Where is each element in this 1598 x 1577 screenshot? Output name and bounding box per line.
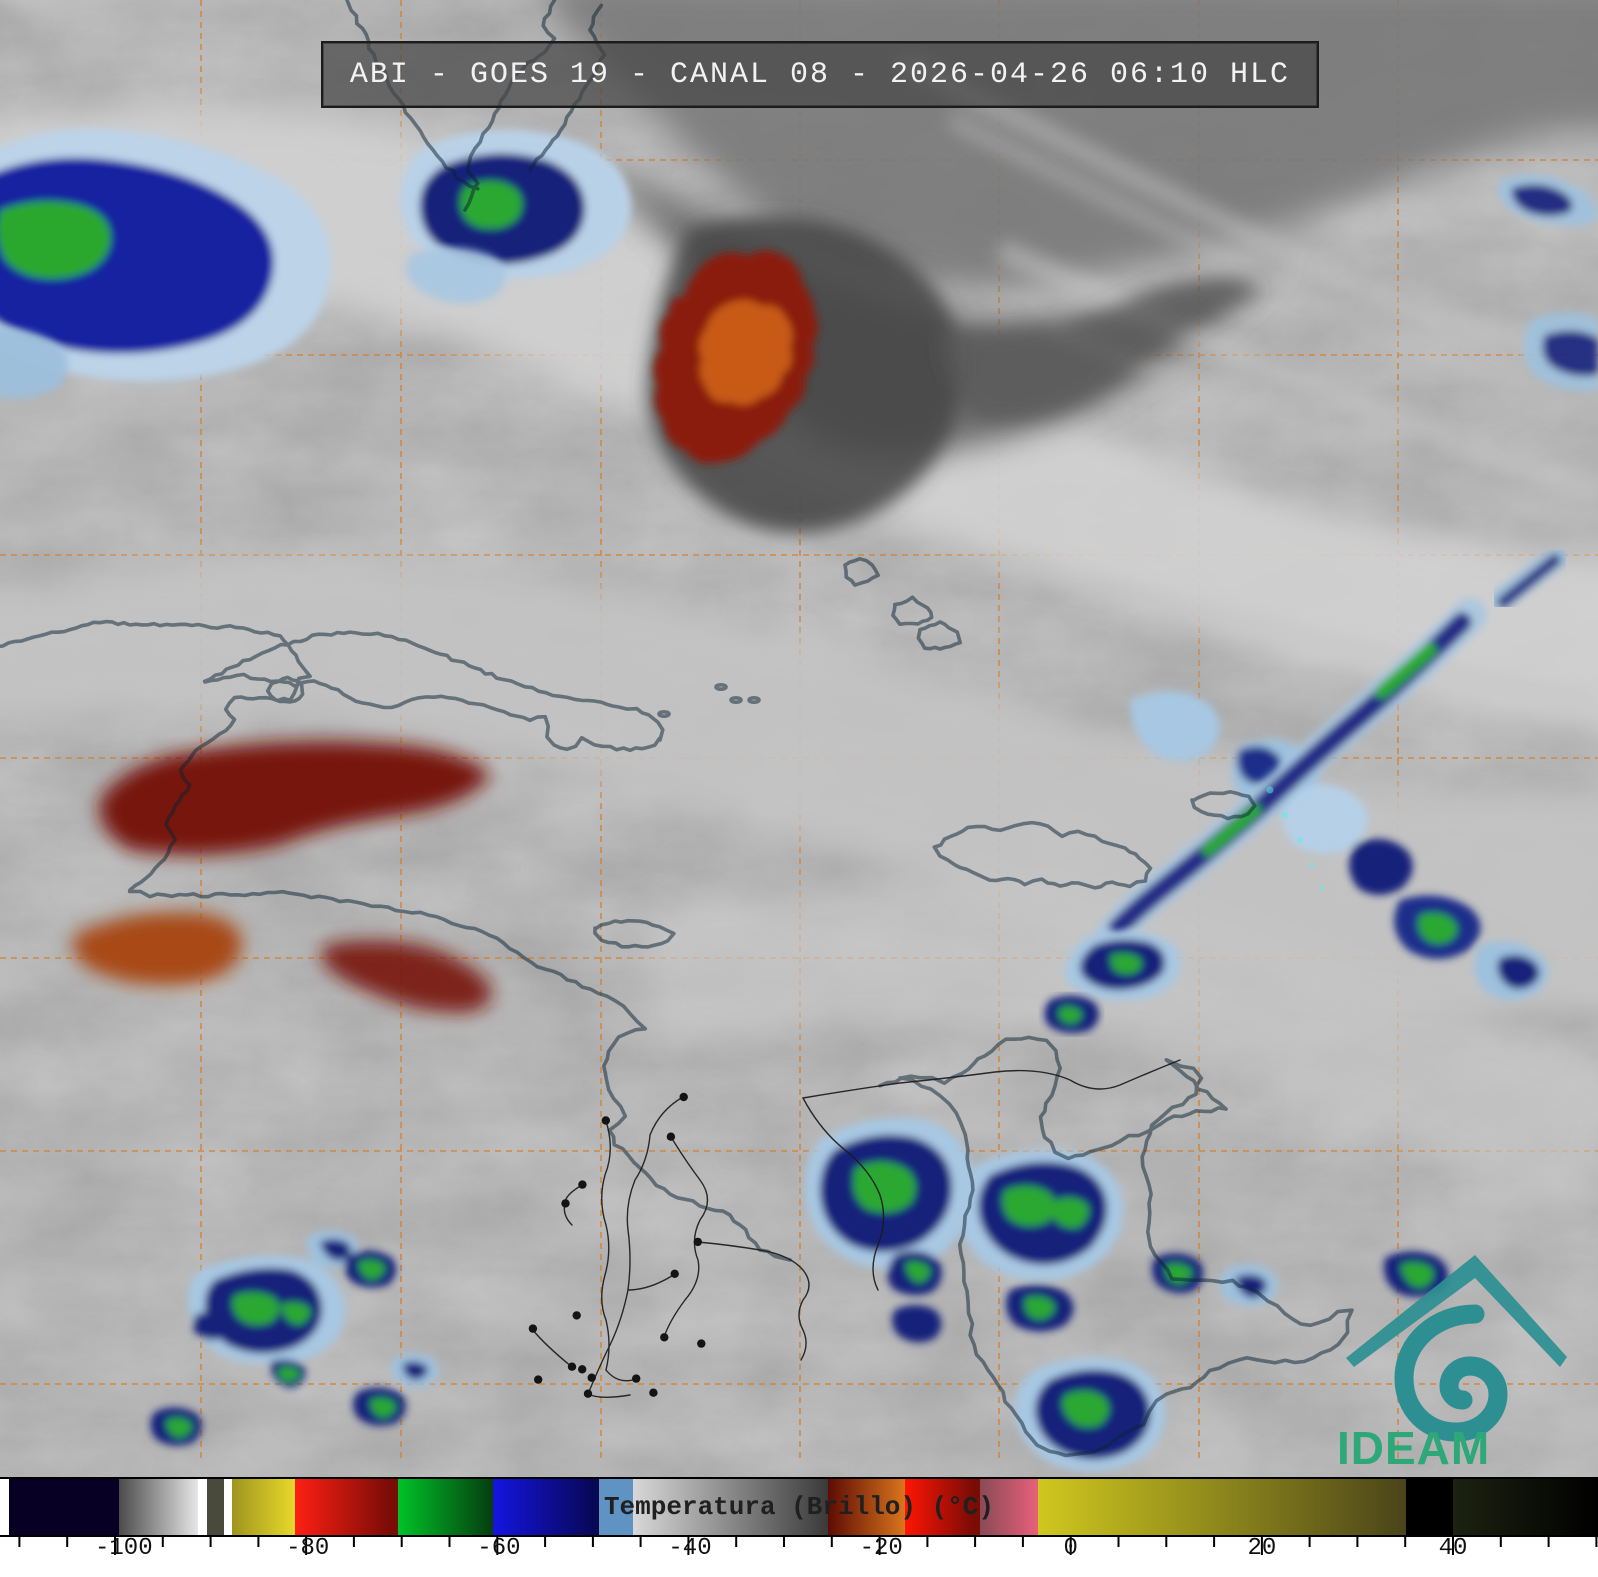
svg-text:IDEAM: IDEAM — [1337, 1422, 1490, 1474]
